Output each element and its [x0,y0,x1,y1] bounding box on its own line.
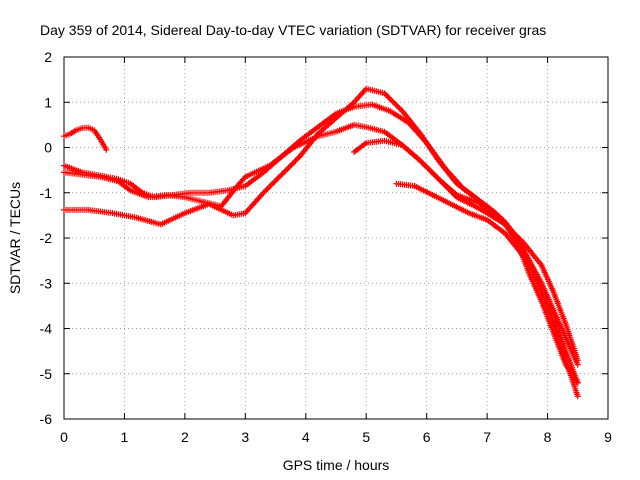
y-tick-label: 2 [44,49,52,65]
grid [64,57,608,419]
x-tick-label: 8 [544,429,552,445]
data-marks [61,85,581,400]
y-tick-label: 0 [44,140,52,156]
x-tick-label: 4 [302,429,310,445]
y-tick-label: -2 [40,230,53,246]
x-tick-label: 3 [241,429,249,445]
x-tick-label: 9 [604,429,612,445]
data-point-markers [61,121,581,386]
chart-title: Day 359 of 2014, Sidereal Day-to-day VTE… [40,22,546,38]
series-trace-6 [393,180,581,386]
data-point-markers [351,137,581,400]
x-tick-label: 2 [181,429,189,445]
y-tick-label: -1 [40,185,53,201]
y-tick-label: -3 [40,275,53,291]
series-trace-1 [61,124,110,153]
x-tick-label: 0 [60,429,68,445]
y-tick-label: -4 [40,321,53,337]
y-tick-label: -5 [40,366,53,382]
data-point-markers [61,124,110,153]
x-axis-label: GPS time / hours [283,457,390,473]
series-trace-2 [61,101,581,368]
y-tick-label: 1 [44,94,52,110]
data-point-markers [393,180,581,386]
series-trace-5 [351,137,581,400]
x-tick-label: 6 [423,429,431,445]
x-tick-label: 1 [121,429,129,445]
axis-ticks: 0 1 2 3 4 5 6 7 8 9 -6 -5 -4 -3 -2 -1 0 1 2 [40,49,613,445]
y-tick-label: -6 [40,411,53,427]
data-point-markers [61,101,581,368]
y-axis-label: SDTVAR / TECUs [7,182,23,294]
x-tick-label: 5 [362,429,370,445]
x-tick-label: 7 [483,429,491,445]
series-trace-4 [61,121,581,386]
